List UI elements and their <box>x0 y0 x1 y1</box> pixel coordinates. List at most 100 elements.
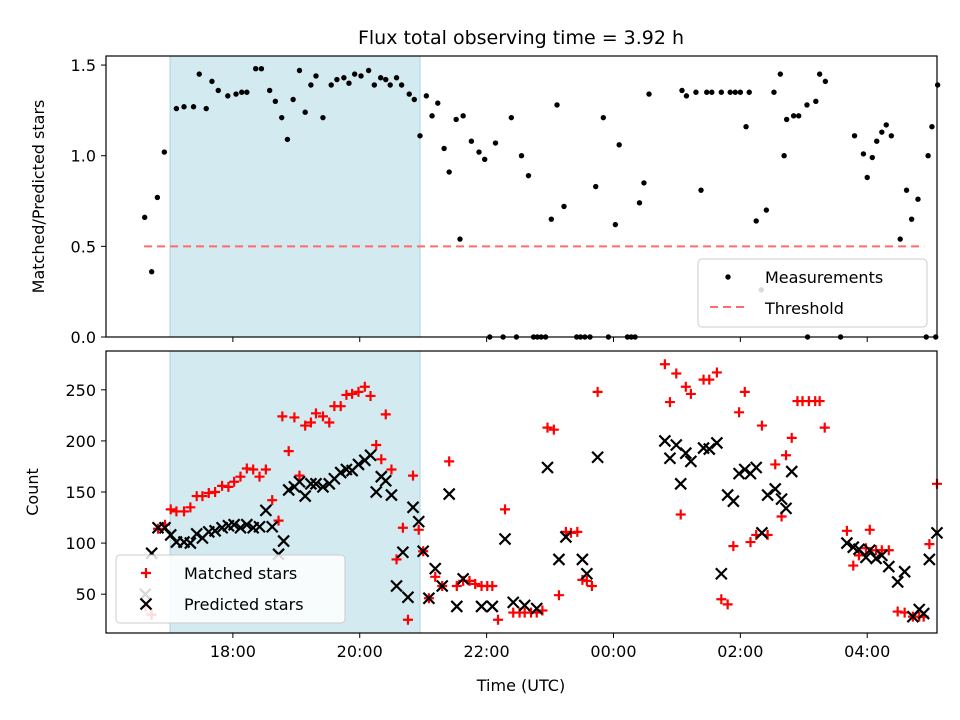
predicted-star-point <box>732 467 746 480</box>
measurement-point <box>879 129 885 135</box>
measurement-point <box>813 98 819 105</box>
measurement-point <box>874 138 880 144</box>
measurement-point <box>406 91 412 97</box>
measurement-point <box>561 203 567 210</box>
predicted-star-point <box>416 544 430 558</box>
matched-star-point <box>770 459 781 470</box>
predicted-star-point <box>309 477 323 491</box>
matched-star-point <box>430 571 441 582</box>
predicted-star-point <box>875 549 889 562</box>
x-tick-label: 18:00 <box>210 642 256 661</box>
observing-window-top <box>169 55 421 338</box>
predicted-star-point <box>863 543 877 557</box>
matched-star-point <box>734 407 745 418</box>
predicted-star-point <box>316 480 330 494</box>
measurement-point <box>753 218 759 224</box>
predicted-star-point <box>352 458 365 471</box>
measurement-point <box>646 91 652 97</box>
ratio-y-ticks: 0.0 0.5 1.0 1.5 <box>71 56 106 347</box>
predicted-star-point <box>475 600 488 613</box>
legend-label: Threshold <box>764 299 844 318</box>
predicted-star-point <box>738 463 752 476</box>
measurement-point <box>173 105 180 112</box>
matched-star-point <box>376 454 387 465</box>
predicted-star-point <box>184 536 197 550</box>
measurement-point <box>492 140 499 146</box>
predicted-star-point <box>456 572 470 586</box>
predicted-star-point <box>580 567 594 581</box>
matched-star-point <box>664 397 675 408</box>
measurement-point <box>266 87 273 94</box>
matched-star-point <box>542 422 553 433</box>
predicted-star-point <box>293 475 306 489</box>
measurement-point <box>869 154 875 161</box>
predicted-star-point <box>234 521 247 535</box>
predicted-star-point <box>541 461 554 474</box>
matched-star-point <box>413 524 424 535</box>
predicted-star-point <box>530 602 544 615</box>
predicted-star-point <box>190 527 203 541</box>
matched-star-point <box>386 464 397 475</box>
predicted-star-point <box>253 520 266 534</box>
matched-star-point <box>722 599 733 610</box>
matched-star-point <box>223 481 234 492</box>
predicted-star-point <box>891 575 904 589</box>
matched-star-point <box>739 386 750 397</box>
matched-star-point <box>165 504 176 515</box>
matched-star-point <box>185 502 196 513</box>
matched-star-point <box>235 471 246 482</box>
measurement-point <box>883 122 889 128</box>
measurement-point <box>476 149 482 155</box>
matched-star-point <box>260 464 271 475</box>
predicted-star-point <box>859 551 873 564</box>
measurement-point <box>593 183 599 190</box>
measurement-point <box>746 89 752 95</box>
measurement-point <box>908 216 915 222</box>
matched-star-point <box>310 408 321 419</box>
matched-star-point <box>781 450 792 461</box>
matched-star-point <box>745 537 756 548</box>
ratio-axes-frame <box>105 55 938 338</box>
matched-star-point <box>294 470 305 481</box>
ratio-legend: Measurements Threshold <box>697 258 928 328</box>
ratio-y-axis-label: Matched/Predicted stars <box>29 100 48 294</box>
predicted-star-point <box>364 448 377 462</box>
measurement-point <box>320 114 326 121</box>
predicted-star-point <box>715 567 728 581</box>
measurement-point <box>732 89 738 95</box>
measurement-point <box>148 269 155 275</box>
measurement-point <box>334 76 340 83</box>
predicted-star-point <box>749 461 763 474</box>
predicted-star-point <box>552 553 566 566</box>
matched-star-point <box>470 578 481 589</box>
matched-star-point <box>210 487 221 497</box>
chart-title: Flux total observing time = 3.92 h <box>358 27 684 49</box>
measurement-point <box>816 71 823 77</box>
matched-star-point <box>277 411 288 422</box>
measurement-point <box>284 136 291 143</box>
measurement-point <box>423 93 430 99</box>
matched-star-point <box>283 446 294 457</box>
measurement-point <box>387 82 393 88</box>
measurement-point <box>796 113 802 119</box>
measurement-point <box>215 87 221 94</box>
matched-star-point <box>300 420 311 431</box>
y-tick-label: 100 <box>65 534 96 553</box>
measurement-point <box>915 196 921 202</box>
measurement-point <box>790 113 797 119</box>
predicted-star-point <box>277 534 290 548</box>
measurement-point <box>411 96 417 103</box>
measurement-point <box>225 93 231 99</box>
matched-star-point <box>572 526 583 537</box>
predicted-star-point <box>369 485 383 499</box>
count-x-ticks: 18:00 20:00 22:00 00:00 02:00 04:00 <box>210 633 890 661</box>
x-tick-label: 22:00 <box>464 642 510 661</box>
measurement-point <box>196 71 202 77</box>
measurement-point <box>468 138 475 144</box>
predicted-star-point <box>422 591 436 605</box>
predicted-star-point <box>298 489 312 503</box>
x-axis-label: Time (UTC) <box>476 676 565 695</box>
predicted-star-point <box>755 526 769 540</box>
measurement-point <box>209 78 215 85</box>
